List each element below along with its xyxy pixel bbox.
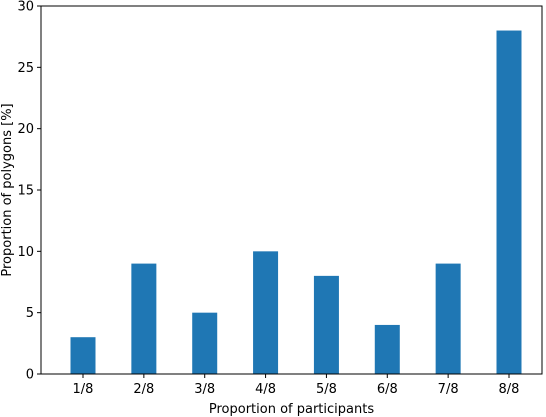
y-tick-label: 15 bbox=[17, 184, 34, 199]
y-tick-label: 20 bbox=[17, 122, 34, 137]
y-tick-label: 25 bbox=[17, 61, 34, 76]
bars-group bbox=[70, 30, 522, 375]
plot-frame bbox=[40, 5, 543, 375]
y-tick-label: 30 bbox=[17, 0, 34, 15]
x-tick-label: 6/8 bbox=[377, 382, 398, 397]
x-tick-label: 5/8 bbox=[316, 382, 337, 397]
bar-5-8 bbox=[313, 275, 339, 374]
y-axis: 0 5 10 15 20 25 30 bbox=[17, 0, 41, 383]
x-axis: 1/8 2/8 3/8 4/8 5/8 6/8 7/8 8/8 bbox=[73, 374, 520, 397]
bar-2-8 bbox=[131, 263, 157, 374]
bar-1-8 bbox=[70, 337, 96, 374]
bar-8-8 bbox=[496, 30, 522, 375]
x-tick-label: 4/8 bbox=[255, 382, 276, 397]
x-axis-label: Proportion of participants bbox=[209, 402, 374, 417]
x-tick-label: 7/8 bbox=[438, 382, 459, 397]
x-tick-label: 2/8 bbox=[133, 382, 154, 397]
bar-4-8 bbox=[253, 251, 279, 374]
x-tick-label: 1/8 bbox=[73, 382, 94, 397]
bar-3-8 bbox=[192, 312, 218, 374]
y-axis-label: Proportion of polygons [%] bbox=[0, 103, 15, 276]
y-tick-label: 5 bbox=[26, 306, 34, 321]
y-tick-label: 10 bbox=[17, 245, 34, 260]
x-tick-label: 8/8 bbox=[499, 382, 520, 397]
bar-7-8 bbox=[435, 263, 461, 374]
x-tick-label: 3/8 bbox=[194, 382, 215, 397]
y-tick-label: 0 bbox=[26, 368, 34, 383]
bar-6-8 bbox=[374, 324, 400, 374]
